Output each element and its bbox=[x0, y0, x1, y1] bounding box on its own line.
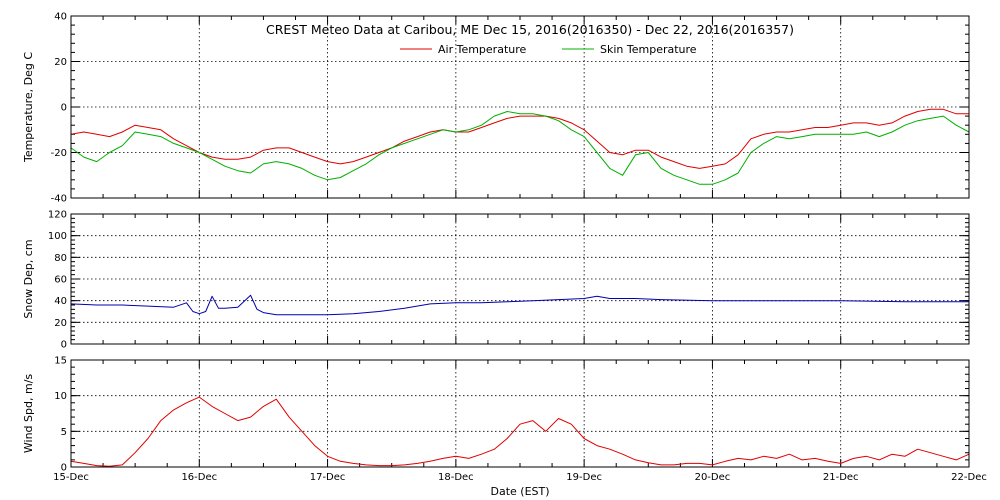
legend-label-1: Skin Temperature bbox=[600, 43, 697, 56]
snow-depth-ytick-label: 20 bbox=[54, 318, 67, 329]
chart-panels: -40 -20 0 20 40 Temperature, Deg C Air Tempera… bbox=[22, 12, 987, 484]
wind-speed-ytick-label: 0 bbox=[61, 463, 67, 474]
snow-depth-ytick-label: 60 bbox=[54, 275, 67, 286]
legend-label-0: Air Temperature bbox=[438, 43, 527, 56]
temperature-panel: -40 -20 0 20 40 Temperature, Deg C Air Tempera… bbox=[22, 12, 970, 205]
temperature-ytick-label: -40 bbox=[51, 194, 67, 205]
snow-depth-ytick-label: 0 bbox=[61, 340, 67, 351]
temperature-series-1-line bbox=[70, 111, 970, 185]
temperature-ytick-label: 20 bbox=[54, 57, 67, 68]
snow-depth-panel: 0 20 40 60 80 100 120 Snow Dep, cm bbox=[22, 210, 970, 351]
x-tick-label: 15-Dec bbox=[53, 472, 89, 483]
x-tick-label: 20-Dec bbox=[695, 472, 731, 483]
snow-depth-ytick-label: 40 bbox=[54, 296, 67, 307]
wind-speed-ytick-label: 10 bbox=[54, 391, 67, 402]
temperature-y-axis-title: Temperature, Deg C bbox=[22, 52, 35, 163]
x-tick-label: 16-Dec bbox=[181, 472, 217, 483]
chart-title: CREST Meteo Data at Caribou, ME Dec 15, … bbox=[266, 22, 794, 37]
snow-depth-ytick-label: 120 bbox=[48, 210, 67, 221]
temperature-series-0-line bbox=[70, 108, 969, 169]
x-tick-label: 17-Dec bbox=[310, 472, 346, 483]
temperature-ytick-label: 0 bbox=[61, 103, 67, 114]
wind-speed-ytick-label: 15 bbox=[54, 356, 67, 367]
wind-speed-plot-frame bbox=[70, 359, 970, 468]
temperature-plot-frame bbox=[70, 15, 970, 199]
wind-speed-series-0-line bbox=[70, 396, 970, 467]
snow-depth-series-0-line bbox=[70, 294, 969, 316]
wind-speed-ytick-label: 5 bbox=[61, 427, 67, 438]
temperature-ytick-label: 40 bbox=[54, 12, 67, 23]
x-tick-label: 18-Dec bbox=[438, 472, 474, 483]
x-tick-label: 22-Dec bbox=[951, 472, 987, 483]
snow-depth-ytick-label: 80 bbox=[54, 253, 67, 264]
wind-speed-y-axis-title: Wind Spd, m/s bbox=[22, 374, 35, 454]
x-tick-label: 21-Dec bbox=[823, 472, 859, 483]
snow-depth-y-axis-title: Snow Dep, cm bbox=[22, 239, 35, 318]
snow-depth-plot-frame bbox=[70, 213, 970, 345]
snow-depth-ytick-label: 100 bbox=[48, 231, 67, 242]
temperature-ytick-label: -20 bbox=[51, 148, 67, 159]
x-tick-label: 19-Dec bbox=[566, 472, 602, 483]
wind-speed-panel: 0 5 10 15 Wind Spd, m/s bbox=[22, 356, 970, 474]
x-axis-title: Date (EST) bbox=[490, 485, 549, 498]
